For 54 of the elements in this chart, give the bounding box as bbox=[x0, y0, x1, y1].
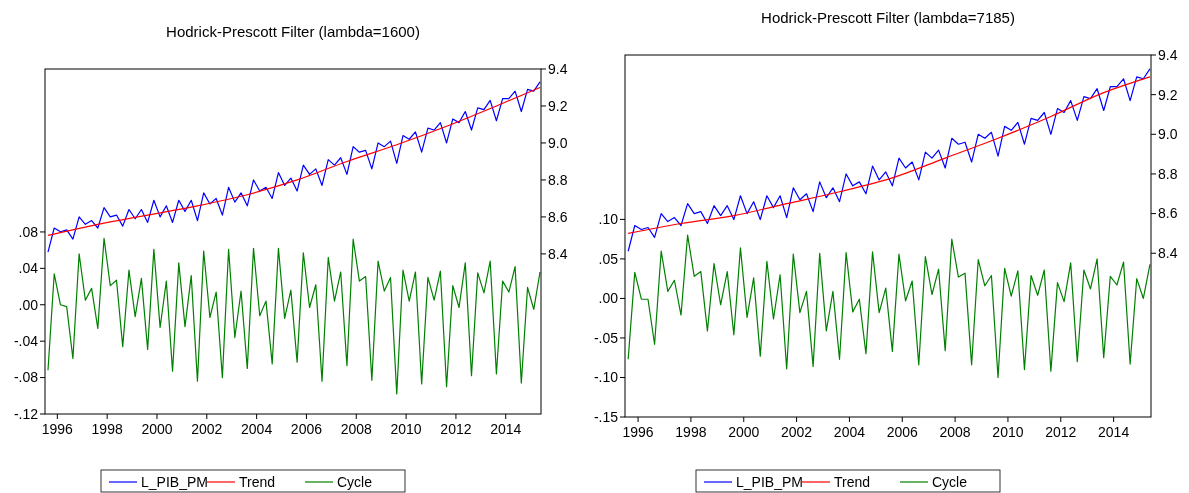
legend-label: Cycle bbox=[337, 473, 373, 490]
y-tick-label: .10 bbox=[598, 211, 619, 228]
x-tick-label: 2000 bbox=[141, 421, 173, 437]
y2-tick-label: 8.6 bbox=[1158, 205, 1178, 222]
y-tick-label: .08 bbox=[18, 223, 39, 240]
legend-label: L_PIB_PM bbox=[141, 473, 208, 490]
y2-tick-label: 9.0 bbox=[1158, 126, 1178, 143]
y2-tick-label: 9.4 bbox=[1158, 46, 1178, 63]
legend-label: Cycle bbox=[932, 473, 968, 490]
x-tick-label: 2002 bbox=[781, 424, 813, 440]
y2-tick-label: 8.6 bbox=[548, 208, 568, 225]
x-tick-label: 2008 bbox=[340, 421, 373, 437]
x-tick-label: 2002 bbox=[191, 421, 223, 437]
line-series bbox=[47, 237, 541, 395]
y-tick-label: -.10 bbox=[593, 369, 619, 386]
x-tick-label: 2008 bbox=[939, 424, 971, 440]
y2-tick-label: 9.2 bbox=[548, 97, 568, 114]
x-tick-label: 1998 bbox=[91, 421, 123, 437]
legend-label: Trend bbox=[834, 473, 871, 490]
legend-label: L_PIB_PM bbox=[736, 473, 803, 490]
x-tick-label: 2006 bbox=[290, 421, 323, 437]
y2-tick-label: 9.4 bbox=[548, 60, 568, 77]
x-tick-label: 2004 bbox=[833, 424, 866, 440]
x-tick-label: 2014 bbox=[490, 421, 522, 437]
y-tick-label: .00 bbox=[598, 290, 619, 307]
y2-tick-label: 9.0 bbox=[548, 134, 568, 151]
chart-title: Hodrick-Prescott Filter (lambda=7185) bbox=[761, 9, 1015, 26]
x-tick-label: 2014 bbox=[1098, 424, 1130, 440]
y2-tick-label: 8.4 bbox=[1158, 245, 1178, 262]
x-tick-label: 2010 bbox=[390, 421, 422, 437]
x-tick-label: 2000 bbox=[728, 424, 760, 440]
y-tick-label: -.08 bbox=[13, 369, 39, 386]
x-tick-label: 2012 bbox=[440, 421, 472, 437]
y2-tick-label: 8.4 bbox=[548, 245, 568, 262]
chart-title: Hodrick-Prescott Filter (lambda=1600) bbox=[166, 23, 420, 40]
y2-tick-label: 8.8 bbox=[548, 171, 568, 188]
y-tick-label: -.05 bbox=[593, 329, 619, 346]
y-tick-label: -.04 bbox=[13, 333, 39, 350]
x-tick-label: 1996 bbox=[622, 424, 654, 440]
y-tick-label: .04 bbox=[18, 260, 39, 277]
line-series bbox=[627, 234, 1151, 379]
x-tick-label: 2004 bbox=[241, 421, 273, 437]
y-tick-label: -.12 bbox=[13, 405, 39, 422]
y-tick-label: .05 bbox=[598, 250, 619, 267]
x-tick-label: 2012 bbox=[1045, 424, 1077, 440]
y-tick-label: .00 bbox=[18, 296, 39, 313]
y2-tick-label: 8.8 bbox=[1158, 165, 1178, 182]
x-tick-label: 1996 bbox=[41, 421, 74, 437]
y-tick-label: -.15 bbox=[593, 408, 619, 425]
legend-label: Trend bbox=[239, 473, 276, 490]
x-tick-label: 2006 bbox=[886, 424, 919, 440]
x-tick-label: 1998 bbox=[675, 424, 707, 440]
y2-tick-label: 9.2 bbox=[1158, 86, 1178, 103]
x-tick-label: 2010 bbox=[992, 424, 1024, 440]
